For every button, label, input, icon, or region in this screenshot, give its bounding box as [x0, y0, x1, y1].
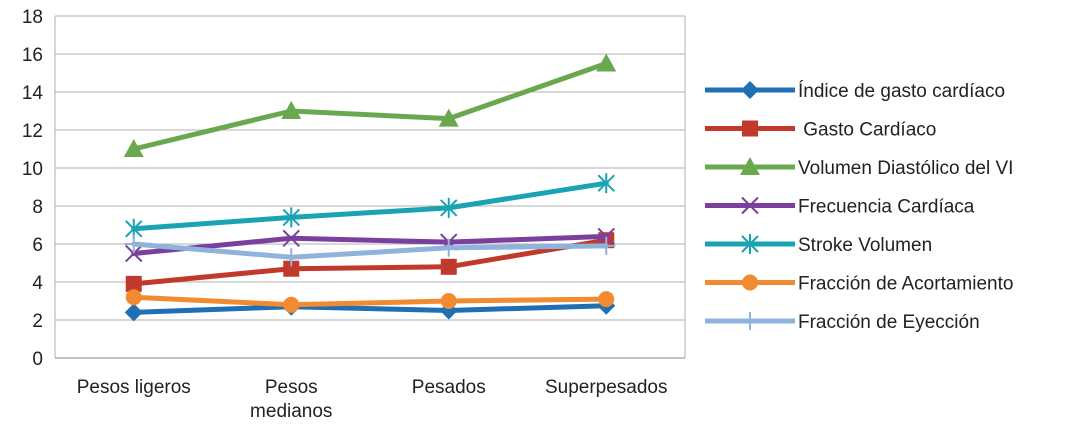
- legend-label: Índice de gasto cardíaco: [798, 81, 1005, 102]
- legend-marker: [741, 196, 759, 215]
- legend-marker: [741, 312, 759, 330]
- x-tick-label: Pesos: [265, 377, 318, 398]
- legend-marker: [741, 234, 759, 254]
- y-tick-label: 18: [22, 7, 43, 28]
- data-point: [123, 139, 144, 157]
- y-tick-label: 8: [32, 197, 43, 218]
- legend-label: Frecuencia Cardíaca: [798, 197, 975, 218]
- legend-label: Fracción de Acortamiento: [798, 274, 1013, 295]
- data-point: [125, 275, 142, 292]
- y-tick-label: 16: [22, 45, 43, 66]
- data-point: [439, 238, 458, 257]
- x-tick-label: medianos: [250, 401, 332, 422]
- x-tick-label: Pesados: [412, 377, 486, 398]
- legend-label: Stroke Volumen: [798, 235, 932, 256]
- data-point: [282, 207, 300, 228]
- series-line-2: [131, 61, 609, 152]
- data-point: [597, 173, 615, 194]
- legend-marker: [742, 120, 758, 137]
- data-point: [597, 227, 615, 246]
- data-point: [597, 236, 616, 255]
- legend-label: Fracción de Eyección: [798, 312, 980, 333]
- x-tick-label: Pesos ligeros: [77, 377, 191, 398]
- series-line-3: [131, 233, 609, 256]
- data-point: [440, 293, 457, 309]
- legend-label: Gasto Cardíaco: [798, 120, 936, 141]
- series-line-0: [131, 303, 609, 315]
- data-point: [124, 235, 143, 253]
- y-tick-label: 14: [22, 83, 44, 104]
- data-point: [598, 291, 615, 308]
- data-point: [125, 289, 142, 306]
- data-point: [282, 248, 301, 267]
- series-line-1: [131, 237, 609, 287]
- data-point: [440, 197, 458, 218]
- x-tick-label: Superpesados: [545, 377, 668, 398]
- data-point: [283, 260, 300, 277]
- y-tick-label: 4: [32, 273, 43, 294]
- series-line-4: [131, 180, 609, 232]
- legend-marker: [741, 81, 759, 99]
- y-tick-label: 10: [22, 159, 43, 180]
- y-tick-label: 6: [32, 235, 43, 256]
- data-point: [125, 244, 143, 263]
- legend-label: Volumen Diastólico del VI: [798, 158, 1013, 179]
- data-point: [282, 229, 300, 248]
- data-point: [281, 101, 302, 119]
- y-tick-label: 12: [22, 121, 43, 142]
- data-point: [440, 258, 457, 275]
- data-point: [283, 296, 300, 313]
- series-line-5: [131, 294, 609, 308]
- legend-marker: [742, 274, 758, 291]
- y-tick-label: 2: [32, 311, 43, 332]
- data-point: [438, 108, 459, 127]
- y-tick-label: 0: [32, 349, 43, 370]
- series-line-6: [131, 241, 609, 260]
- data-point: [596, 53, 617, 72]
- data-point: [124, 303, 143, 322]
- legend-marker: [740, 157, 760, 175]
